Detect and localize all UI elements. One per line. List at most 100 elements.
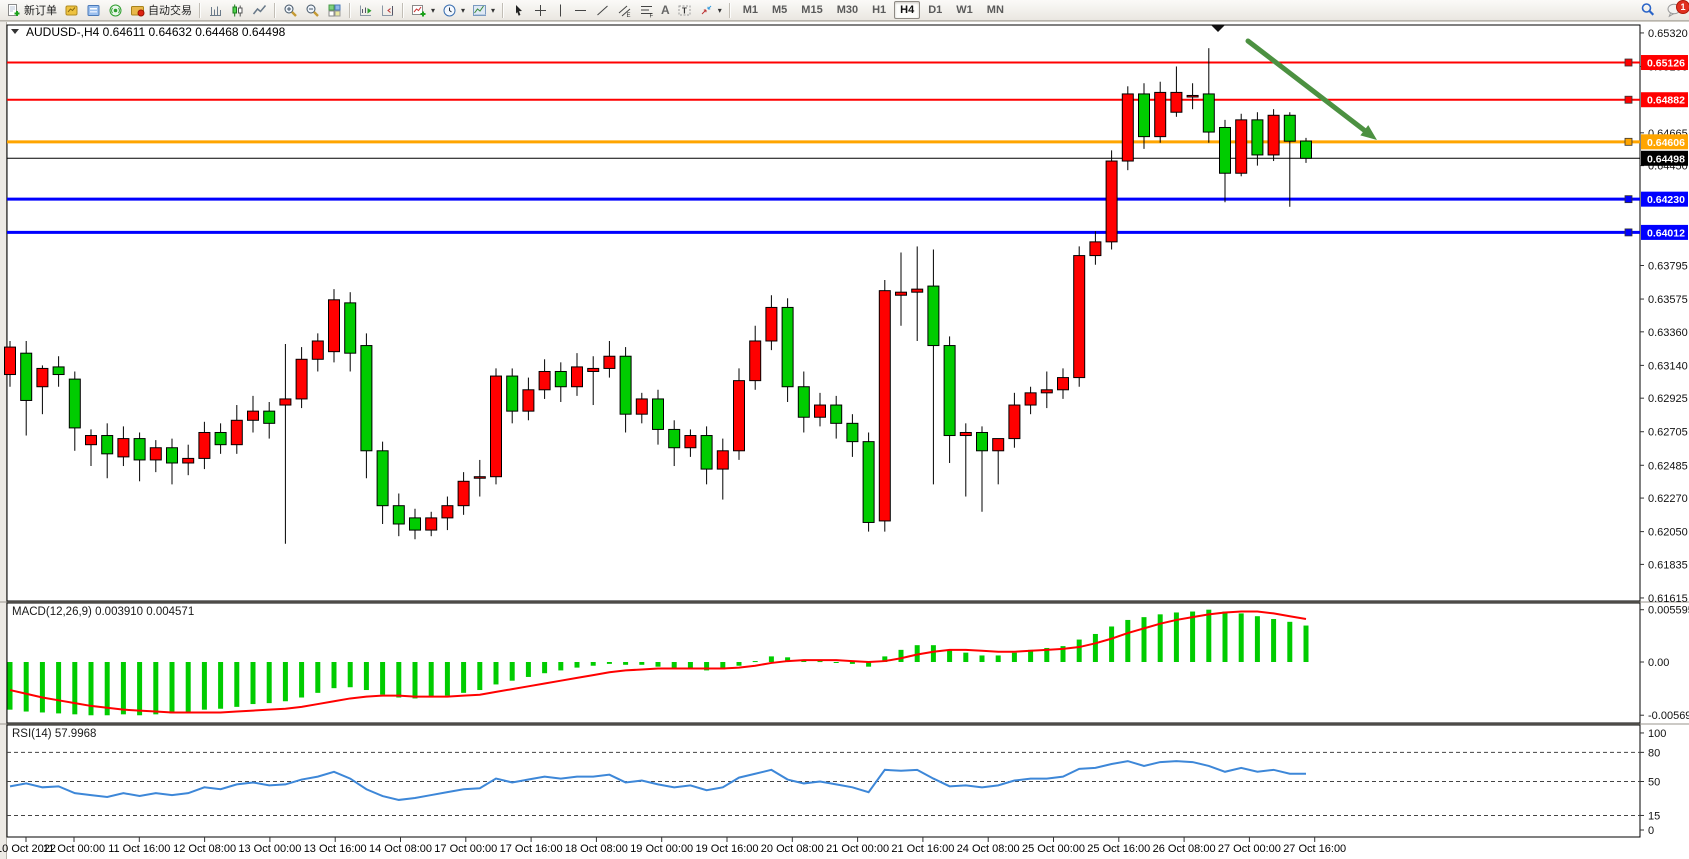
fibonacci-button[interactable]: F (636, 1, 657, 20)
chart-canvas[interactable]: 0.653200.651000.646650.644500.637950.635… (0, 21, 1689, 859)
trendline-button[interactable] (592, 1, 613, 20)
macd-tick-label: 0.005595 (1648, 605, 1689, 617)
rsi-line (9, 760, 1306, 801)
zoom-in-button[interactable] (280, 1, 301, 20)
charts-profile-button[interactable] (61, 1, 82, 20)
line-handle[interactable] (1624, 228, 1633, 237)
macd-histogram-bar (493, 662, 499, 685)
trend-arrow-line[interactable] (1245, 38, 1367, 133)
timeframe-d1-button[interactable]: D1 (928, 4, 943, 16)
timeframe-m30-button[interactable]: M30 (836, 4, 859, 16)
chart-shift-marker[interactable] (1211, 25, 1225, 32)
chart-shift-button[interactable] (377, 1, 398, 20)
price-level-box-label: 0.64606 (1647, 137, 1685, 149)
indicators-button[interactable]: ▾ (408, 1, 438, 20)
line-chart-button[interactable] (249, 1, 270, 20)
template-icon (472, 3, 487, 18)
macd-histogram-bar (1060, 646, 1066, 662)
date-label: 24 Oct 08:00 (957, 843, 1020, 855)
cursor-icon (511, 3, 526, 18)
macd-histogram-bar (882, 656, 888, 662)
separator (274, 2, 276, 18)
macd-histogram-bar (1190, 611, 1196, 662)
timeframe-mn-button[interactable]: MN (986, 4, 1004, 16)
equidistant-channel-button[interactable]: E (614, 1, 635, 20)
tile-windows-button[interactable] (324, 1, 345, 20)
timeframe-m15-button[interactable]: M15 (801, 4, 823, 16)
macd-histogram-bar (120, 662, 126, 715)
text-button[interactable]: A (658, 1, 673, 20)
macd-histogram-bar (7, 662, 13, 710)
timeframe-h4-button[interactable]: H4 (894, 1, 921, 19)
date-label: 14 Oct 08:00 (369, 843, 432, 855)
price-level-box (1641, 92, 1688, 108)
timeframe-group: M1 M5 M15 M30 H1 H4 D1 W1 MN (737, 1, 1010, 19)
chevron-down-icon: ▾ (717, 5, 722, 15)
trendline-icon (595, 3, 610, 18)
macd-histogram-bar (396, 662, 402, 698)
macd-histogram-bar (898, 649, 904, 662)
date-label: 25 Oct 16:00 (1087, 843, 1150, 855)
cursor-button[interactable] (508, 1, 529, 20)
data-window-button[interactable] (83, 1, 104, 20)
macd-histogram-bar (590, 662, 596, 666)
horizontal-line-button[interactable] (570, 1, 591, 20)
date-label: 21 Oct 00:00 (826, 843, 889, 855)
line-handle[interactable] (1624, 58, 1633, 67)
toolbar-right-group: 1 (1637, 0, 1689, 20)
macd-histogram-bar (979, 655, 985, 662)
bar-chart-button[interactable] (205, 1, 226, 20)
search-button[interactable] (1637, 1, 1659, 20)
periods-button[interactable]: ▾ (439, 1, 468, 20)
macd-histogram-bar (185, 662, 191, 712)
macd-histogram-bar (266, 662, 272, 704)
timeframe-h1-button[interactable]: H1 (872, 4, 887, 16)
auto-scroll-icon (358, 3, 373, 18)
line-handle[interactable] (1624, 95, 1633, 104)
fibonacci-icon: F (639, 3, 654, 18)
candlestick-chart-button[interactable] (227, 1, 248, 20)
trend-arrow-head[interactable] (1360, 125, 1377, 140)
price-tick-label: 0.62270 (1648, 493, 1688, 505)
timeframe-m5-button[interactable]: M5 (772, 4, 788, 16)
new-order-button[interactable]: 新订单 (3, 1, 60, 20)
toolbar: 新订单 自动交易 ▾ ▾ (0, 0, 1689, 21)
macd-histogram-bar (1125, 619, 1131, 662)
notifications-button[interactable]: 1 (1663, 0, 1689, 20)
autotrading-button[interactable]: 自动交易 (127, 1, 195, 20)
auto-scroll-button[interactable] (355, 1, 376, 20)
macd-histogram-bar (947, 649, 953, 662)
main-pane[interactable] (6, 24, 1641, 602)
macd-signal-line (9, 610, 1307, 714)
price-level-box-label: 0.64230 (1647, 194, 1685, 206)
signals-button[interactable] (105, 1, 126, 20)
rsi-tick-label: 0 (1648, 825, 1654, 837)
zoom-out-button[interactable] (302, 1, 323, 20)
line-handle[interactable] (1624, 195, 1633, 204)
macd-histogram-bar (72, 662, 78, 715)
macd-histogram-bar (299, 662, 305, 698)
macd-histogram-bar (218, 662, 224, 709)
chart-dropdown-icon[interactable] (11, 29, 19, 34)
vertical-line-button[interactable] (552, 1, 569, 20)
rsi-tick-label: 50 (1648, 776, 1660, 788)
line-handle[interactable] (1624, 137, 1633, 146)
timeframe-m1-button[interactable]: M1 (742, 4, 759, 16)
price-tick-label: 0.63575 (1648, 294, 1688, 306)
templates-button[interactable]: ▾ (469, 1, 498, 20)
macd-pane[interactable] (6, 602, 1641, 724)
timeframe-w1-button[interactable]: W1 (956, 4, 973, 16)
line-chart-icon (252, 3, 267, 18)
text-label-button[interactable]: T (674, 1, 695, 20)
crosshair-button[interactable] (530, 1, 551, 20)
macd-histogram-bar (380, 662, 386, 695)
price-level-box (1641, 191, 1688, 207)
rsi-tick-label: 100 (1648, 728, 1666, 740)
price-tick-label: 0.63140 (1648, 360, 1688, 372)
arrows-button[interactable]: ▾ (696, 1, 725, 20)
autotrading-icon (130, 3, 145, 18)
macd-histogram-bar (250, 662, 256, 705)
horizontal-line-icon (573, 3, 588, 18)
price-level-box-label: 0.64882 (1647, 95, 1685, 107)
separator (728, 2, 731, 18)
